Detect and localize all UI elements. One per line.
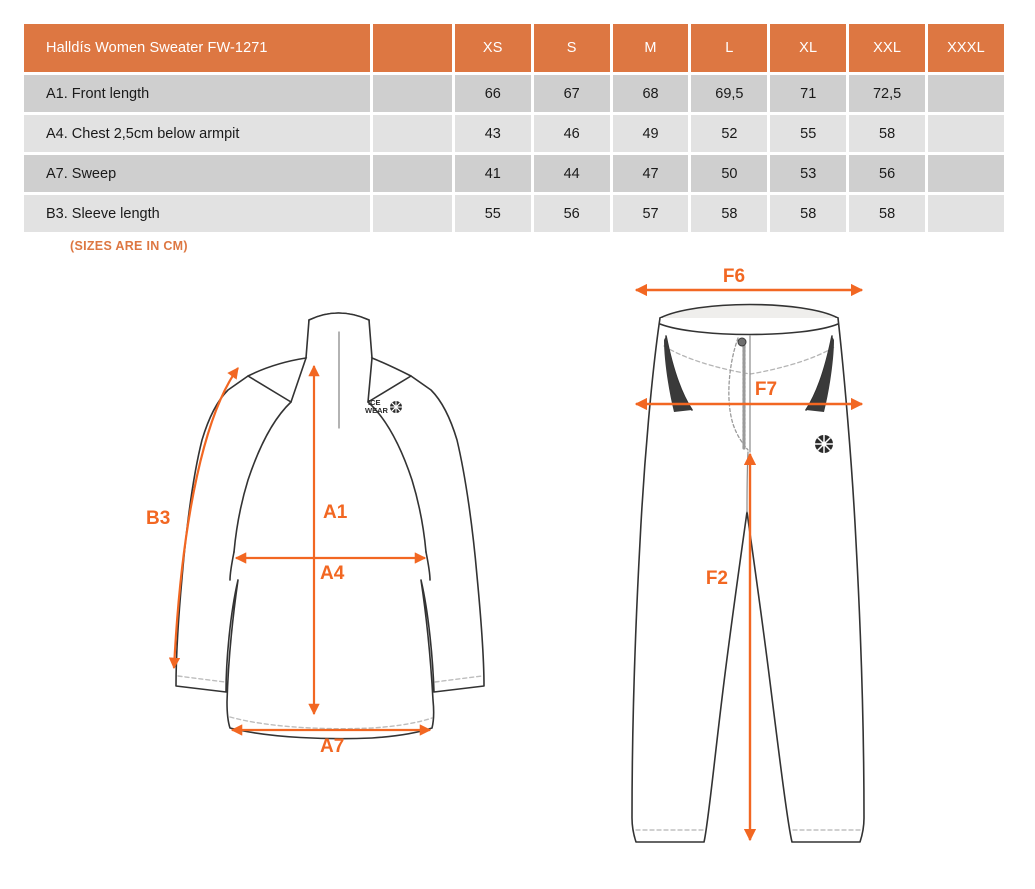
fly-stitch-curve <box>728 337 749 451</box>
right-armhole <box>425 551 431 581</box>
measurement-value-s: 56 <box>533 195 610 232</box>
sizes-unit-note: (SIZES ARE IN CM) <box>70 239 188 253</box>
waistband-bottom-edge <box>659 323 839 336</box>
measure-label-a1: A1 <box>323 502 348 523</box>
measurement-label: A7. Sweep <box>24 155 370 192</box>
measurement-label: B3. Sleeve length <box>24 195 370 232</box>
measurement-value-m: 47 <box>612 155 689 192</box>
table-header: Halldís Women Sweater FW-1271 XS S M L X… <box>24 24 1004 72</box>
sweater-figure: ICE WEAR <box>120 262 540 787</box>
measurement-value-xxl: 58 <box>849 195 926 232</box>
measurement-value-xxxl <box>928 155 1004 192</box>
measurement-value-l: 52 <box>691 115 768 152</box>
measurement-value-xxl: 58 <box>849 115 926 152</box>
measurement-value-xxxl <box>928 115 1004 152</box>
logo-text-ice: ICE <box>368 398 381 407</box>
table-header-size-xxl: XXL <box>849 24 926 72</box>
measure-label-a4: A4 <box>320 563 345 584</box>
ice-wear-logo: ICE WEAR <box>365 398 402 415</box>
measurement-value-l: 69,5 <box>691 75 768 112</box>
measurement-value-s: 44 <box>533 155 610 192</box>
measurement-value-xs: 41 <box>454 155 531 192</box>
row-spacer-cell <box>372 75 452 112</box>
table-header-spacer-cell <box>372 24 452 72</box>
measurement-value-xs: 43 <box>454 115 531 152</box>
waist-button <box>737 337 747 347</box>
measurement-label: A4. Chest 2,5cm below armpit <box>24 115 370 152</box>
table-header-size-xl: XL <box>770 24 847 72</box>
table-header-size-xxxl: XXXL <box>928 24 1004 72</box>
snowflake-icon-pants <box>815 435 833 453</box>
left-pocket-shadow <box>664 336 692 412</box>
sweater-drawing: ICE WEAR <box>146 312 485 757</box>
table-header-size-m: M <box>612 24 689 72</box>
measurement-value-xxl: 56 <box>849 155 926 192</box>
measurement-value-l: 50 <box>691 155 768 192</box>
table-title-cell: Halldís Women Sweater FW-1271 <box>24 24 370 72</box>
measurement-label: A1. Front length <box>24 75 370 112</box>
table-header-size-s: S <box>533 24 610 72</box>
table-body: A1. Front length 66 67 68 69,5 71 72,5 A… <box>24 75 1004 232</box>
size-chart-table: Halldís Women Sweater FW-1271 XS S M L X… <box>21 21 1007 235</box>
measure-label-a7: A7 <box>320 736 344 757</box>
left-cuff-stitch <box>177 675 226 683</box>
measurement-value-xxl: 72,5 <box>849 75 926 112</box>
row-spacer-cell <box>372 115 452 152</box>
pants-figure: F6 F7 F2 <box>600 262 940 887</box>
measurement-value-xs: 55 <box>454 195 531 232</box>
right-sleeve-inner-seam <box>367 401 427 553</box>
technical-drawings: ICE WEAR <box>0 262 1035 889</box>
table-header-size-xs: XS <box>454 24 531 72</box>
table-header-row: Halldís Women Sweater FW-1271 XS S M L X… <box>24 24 1004 72</box>
row-spacer-cell <box>372 155 452 192</box>
measurement-value-m: 68 <box>612 75 689 112</box>
right-cuff-stitch <box>434 675 483 683</box>
measurement-value-xl: 71 <box>770 75 847 112</box>
measure-label-f2: F2 <box>706 568 728 589</box>
size-chart-table-container: Halldís Women Sweater FW-1271 XS S M L X… <box>24 24 1010 232</box>
measurement-value-xl: 53 <box>770 155 847 192</box>
logo-text-wear: WEAR <box>365 406 388 415</box>
measurement-value-xs: 66 <box>454 75 531 112</box>
table-row: A4. Chest 2,5cm below armpit 43 46 49 52… <box>24 115 1004 152</box>
right-pocket-shadow <box>806 336 834 412</box>
pants-drawing: F6 F7 F2 <box>631 266 865 843</box>
measurement-value-s: 46 <box>533 115 610 152</box>
measurement-value-m: 49 <box>612 115 689 152</box>
measure-label-f7: F7 <box>755 379 777 400</box>
measure-label-f6: F6 <box>723 266 745 287</box>
measurement-value-xl: 58 <box>770 195 847 232</box>
measure-label-b3: B3 <box>146 508 170 529</box>
row-spacer-cell <box>372 195 452 232</box>
table-row: B3. Sleeve length 55 56 57 58 58 58 <box>24 195 1004 232</box>
table-row: A1. Front length 66 67 68 69,5 71 72,5 <box>24 75 1004 112</box>
table-header-size-l: L <box>691 24 768 72</box>
pants-outline <box>631 317 865 843</box>
measure-arrow-b3 <box>168 367 239 670</box>
table-row: A7. Sweep 41 44 47 50 53 56 <box>24 155 1004 192</box>
snowflake-icon <box>390 401 402 413</box>
measurement-value-m: 57 <box>612 195 689 232</box>
measurement-value-xl: 55 <box>770 115 847 152</box>
measurement-value-l: 58 <box>691 195 768 232</box>
measurement-value-s: 67 <box>533 75 610 112</box>
measurement-value-xxxl <box>928 195 1004 232</box>
measurement-value-xxxl <box>928 75 1004 112</box>
